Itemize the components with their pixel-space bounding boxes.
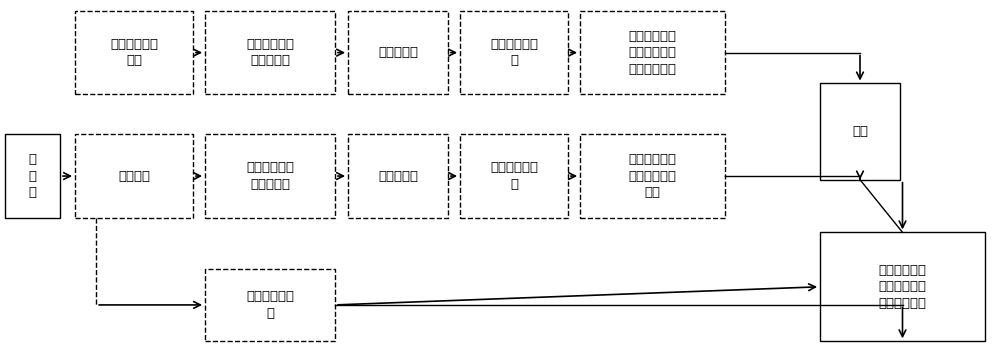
Text: 局部特征模式
图: 局部特征模式 图 (490, 38, 538, 68)
Text: 平均主观评分
值: 平均主观评分 值 (246, 290, 294, 320)
Bar (460, 11, 568, 94)
Bar (460, 134, 568, 218)
Text: 待评价的失真
图像的直方图
统计特征向量: 待评价的失真 图像的直方图 统计特征向量 (629, 30, 676, 76)
Text: 局部特征图: 局部特征图 (378, 170, 418, 183)
Text: 多尺度多方向
的相位图像: 多尺度多方向 的相位图像 (246, 38, 294, 68)
Text: 失真图像: 失真图像 (118, 170, 150, 183)
Text: 训
练
集: 训 练 集 (28, 153, 36, 199)
Text: 待评价的失真
图像的客观质
量评价预测值: 待评价的失真 图像的客观质 量评价预测值 (879, 264, 926, 310)
Bar (348, 11, 448, 94)
Text: 失真图像的直
方图统计特征
向量: 失真图像的直 方图统计特征 向量 (629, 153, 676, 199)
Text: 局部特征图: 局部特征图 (378, 46, 418, 59)
Bar (75, 11, 193, 94)
Bar (205, 269, 335, 341)
Bar (348, 134, 448, 218)
Text: 多尺度多方向
的相位图像: 多尺度多方向 的相位图像 (246, 161, 294, 191)
Bar (5, 134, 60, 218)
Bar (205, 11, 335, 94)
Bar (820, 232, 985, 341)
Text: 距离: 距离 (852, 125, 868, 138)
Bar (75, 134, 193, 218)
Bar (580, 11, 725, 94)
Bar (205, 134, 335, 218)
Text: 待评价的失真
图像: 待评价的失真 图像 (110, 38, 158, 68)
Bar (580, 134, 725, 218)
Bar (820, 83, 900, 180)
Text: 局部特征模式
图: 局部特征模式 图 (490, 161, 538, 191)
